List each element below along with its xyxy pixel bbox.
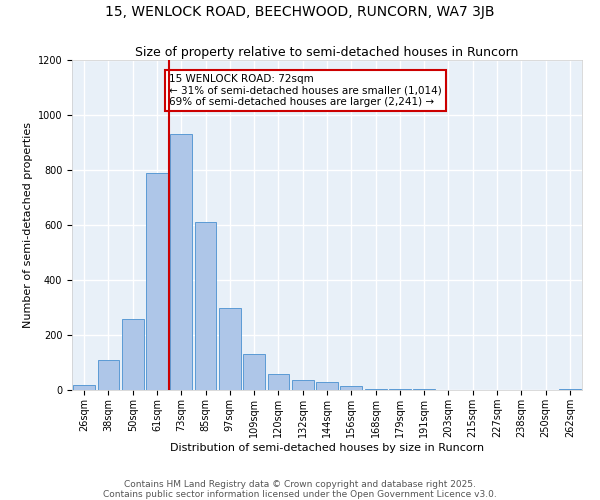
Bar bbox=[122, 318, 143, 390]
Bar bbox=[219, 308, 241, 390]
Title: Size of property relative to semi-detached houses in Runcorn: Size of property relative to semi-detach… bbox=[136, 46, 518, 59]
Y-axis label: Number of semi-detached properties: Number of semi-detached properties bbox=[23, 122, 34, 328]
Text: 15, WENLOCK ROAD, BEECHWOOD, RUNCORN, WA7 3JB: 15, WENLOCK ROAD, BEECHWOOD, RUNCORN, WA… bbox=[105, 5, 495, 19]
Bar bbox=[316, 382, 338, 390]
Bar bbox=[389, 389, 411, 390]
Text: Contains HM Land Registry data © Crown copyright and database right 2025.
Contai: Contains HM Land Registry data © Crown c… bbox=[103, 480, 497, 499]
X-axis label: Distribution of semi-detached houses by size in Runcorn: Distribution of semi-detached houses by … bbox=[170, 442, 484, 452]
Bar bbox=[559, 388, 581, 390]
Bar bbox=[243, 354, 265, 390]
Bar bbox=[365, 388, 386, 390]
Bar bbox=[194, 222, 217, 390]
Bar bbox=[73, 384, 95, 390]
Bar bbox=[340, 386, 362, 390]
Bar bbox=[292, 380, 314, 390]
Bar bbox=[268, 374, 289, 390]
Text: 15 WENLOCK ROAD: 72sqm
← 31% of semi-detached houses are smaller (1,014)
69% of : 15 WENLOCK ROAD: 72sqm ← 31% of semi-det… bbox=[169, 74, 442, 107]
Bar bbox=[170, 134, 192, 390]
Bar bbox=[97, 360, 119, 390]
Bar bbox=[146, 173, 168, 390]
